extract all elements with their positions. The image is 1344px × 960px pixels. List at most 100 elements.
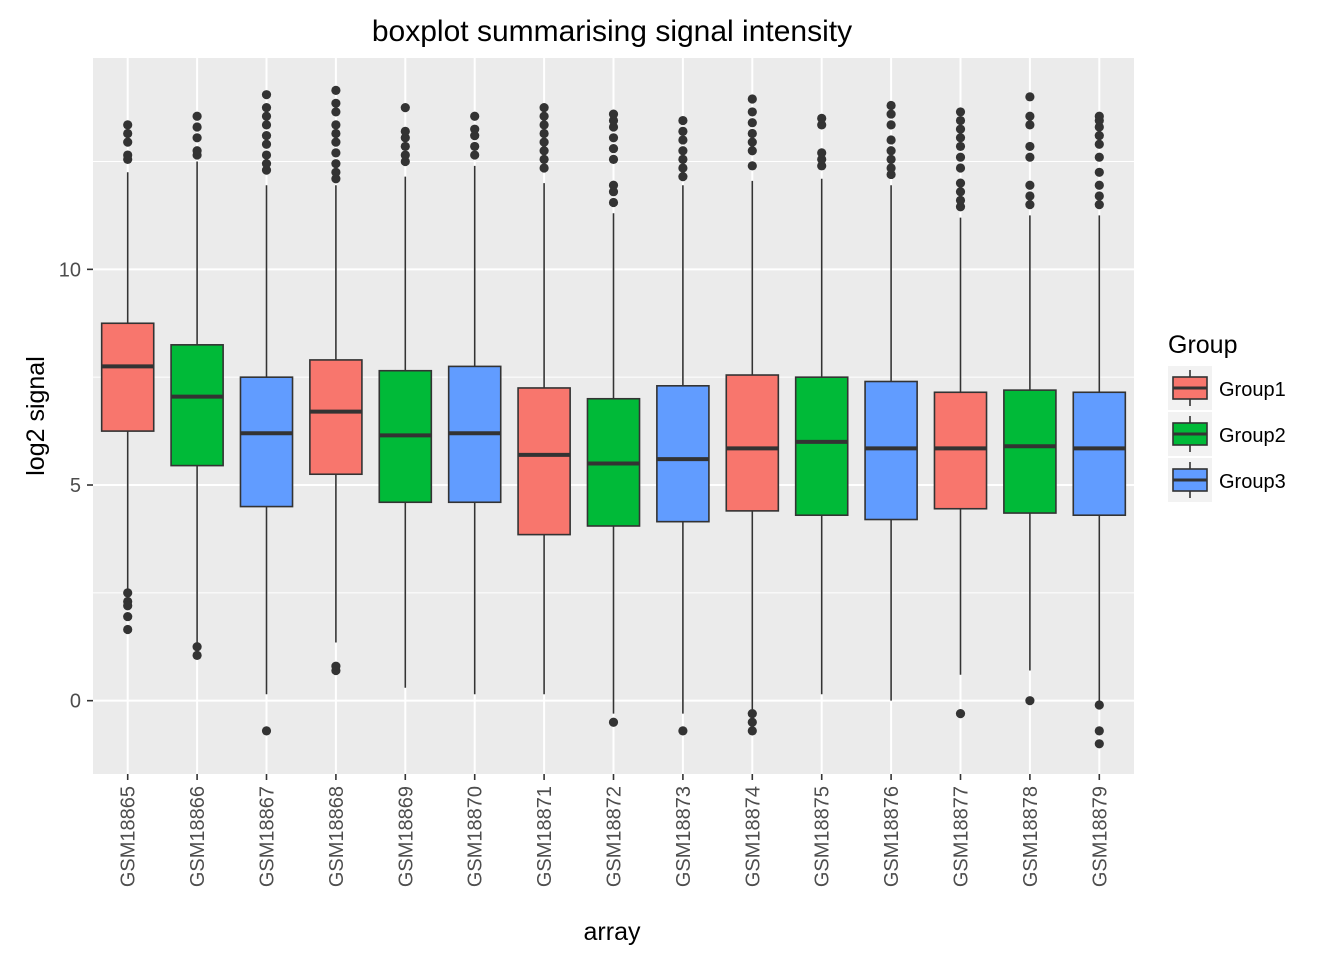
outlier-point — [1094, 167, 1104, 177]
outlier-point — [192, 146, 202, 156]
outlier-point — [955, 178, 966, 188]
y-tick-label: 5 — [70, 475, 81, 497]
x-tick-label: GSM18877 — [951, 786, 973, 887]
outlier-point — [539, 154, 549, 164]
outlier-point — [1094, 200, 1104, 210]
outlier-point — [608, 143, 619, 154]
outlier-point — [955, 141, 966, 152]
outlier-point — [400, 150, 410, 160]
outlier-point — [331, 174, 341, 184]
box-body — [725, 374, 780, 512]
outlier-point — [1094, 191, 1104, 201]
outlier-point — [123, 588, 133, 598]
outlier-point — [955, 133, 966, 143]
outlier-point — [400, 141, 410, 152]
outlier-point — [886, 163, 896, 173]
outlier-point — [539, 163, 549, 173]
outlier-point — [123, 624, 133, 635]
box-body — [100, 322, 155, 432]
outlier-point — [1094, 139, 1104, 149]
outlier-point — [817, 148, 827, 158]
outlier-point — [747, 709, 757, 719]
box-GSM18865 — [100, 120, 155, 635]
box-GSM18878 — [1003, 92, 1057, 706]
box-GSM18872 — [586, 109, 641, 727]
outlier-point — [955, 709, 966, 719]
outlier-point — [261, 103, 272, 113]
outlier-point — [539, 137, 549, 147]
box-GSM18876 — [864, 100, 918, 701]
x-tick-label: GSM18868 — [326, 786, 348, 887]
outlier-point — [123, 150, 133, 160]
x-tick-label: GSM18865 — [118, 786, 140, 887]
outlier-point — [192, 122, 202, 132]
outlier-point — [678, 172, 688, 182]
outlier-point — [1025, 152, 1035, 162]
outlier-point — [886, 109, 896, 119]
box-GSM18871 — [517, 103, 571, 695]
box-GSM18877 — [933, 107, 988, 719]
box-GSM18875 — [794, 113, 849, 695]
outlier-point — [400, 133, 410, 143]
x-tick-label: GSM18867 — [257, 786, 279, 887]
y-axis: 0 5 10 — [59, 259, 93, 713]
outlier-point — [123, 601, 133, 611]
outlier-point — [1094, 739, 1104, 749]
outlier-point — [331, 159, 341, 169]
box-body — [794, 376, 849, 517]
outlier-point — [1094, 131, 1104, 141]
outlier-point — [747, 146, 757, 156]
box-GSM18868 — [309, 85, 363, 676]
x-tick-label: GSM18879 — [1089, 786, 1111, 887]
legend-item-group1: Group1 — [1168, 366, 1286, 410]
outlier-point — [470, 131, 480, 141]
outlier-point — [886, 100, 896, 111]
box-GSM18870 — [447, 111, 502, 695]
outlier-point — [331, 120, 341, 130]
box-series — [100, 85, 1127, 749]
legend-label: Group3 — [1219, 471, 1286, 493]
box-body — [656, 385, 710, 523]
outlier-point — [747, 107, 757, 117]
outlier-point — [678, 126, 688, 136]
outlier-point — [192, 133, 202, 143]
outlier-point — [123, 611, 133, 622]
outlier-point — [331, 137, 341, 147]
outlier-point — [608, 133, 619, 143]
x-tick-label: GSM18875 — [812, 786, 834, 887]
outlier-point — [608, 154, 619, 164]
legend-title: Group — [1168, 331, 1237, 359]
outlier-point — [955, 195, 966, 205]
box-GSM18866 — [170, 111, 224, 660]
outlier-point — [886, 169, 896, 180]
outlier-point — [817, 154, 827, 164]
box-body — [239, 376, 294, 508]
outlier-point — [817, 113, 827, 123]
outlier-point — [261, 139, 272, 149]
outlier-point — [955, 107, 966, 117]
box-body — [517, 387, 571, 536]
box-body — [170, 344, 224, 467]
box-body — [1003, 389, 1057, 514]
outlier-point — [400, 126, 410, 136]
legend-label: Group2 — [1219, 425, 1286, 447]
outlier-point — [1025, 92, 1035, 102]
outlier-point — [192, 111, 202, 121]
outlier-point — [678, 163, 688, 173]
outlier-point — [955, 187, 966, 197]
outlier-point — [1025, 200, 1035, 210]
outlier-point — [678, 135, 688, 145]
outlier-point — [1025, 191, 1035, 201]
box-body — [864, 380, 918, 521]
legend-item-group2: Group2 — [1168, 412, 1286, 456]
outlier-point — [1094, 726, 1104, 736]
outlier-point — [331, 661, 341, 671]
outlier-point — [608, 197, 619, 208]
outlier-point — [747, 137, 757, 147]
outlier-point — [608, 180, 619, 190]
y-axis-title: log2 signal — [22, 356, 50, 476]
outlier-point — [608, 717, 619, 727]
outlier-point — [1025, 180, 1035, 190]
outlier-point — [1025, 120, 1035, 130]
